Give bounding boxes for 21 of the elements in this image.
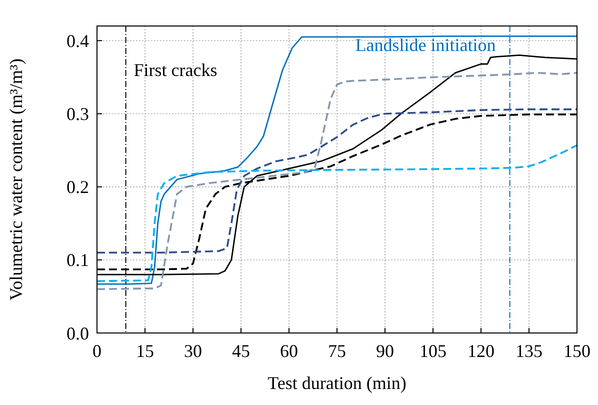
y-tick-label: 0.2 — [66, 177, 89, 198]
x-tick-label: 45 — [232, 341, 250, 361]
ref-line-label: Landslide initiation — [355, 35, 496, 55]
x-tick-label: 150 — [564, 341, 590, 361]
x-tick-label: 105 — [420, 341, 446, 361]
x-tick-label: 75 — [328, 341, 346, 361]
y-tick-label: 0.0 — [66, 323, 89, 344]
x-tick-label: 15 — [136, 341, 154, 361]
y-tick-label: 0.1 — [66, 250, 89, 270]
x-tick-label: 0 — [92, 341, 102, 361]
y-tick-label: 0.3 — [66, 104, 89, 124]
x-tick-label: 60 — [280, 341, 298, 361]
y-tick-label: 0.4 — [66, 30, 89, 51]
x-tick-label: 120 — [468, 341, 494, 361]
x-tick-label: 30 — [184, 341, 202, 361]
x-tick-label: 90 — [376, 341, 394, 361]
line-series — [96, 144, 578, 282]
x-tick-label: 135 — [516, 341, 542, 361]
y-axis-title: Volumetric water content (m³/m³) — [6, 58, 26, 300]
x-axis-title: Test duration (min) — [268, 373, 406, 393]
ref-line-label: First cracks — [134, 60, 218, 80]
